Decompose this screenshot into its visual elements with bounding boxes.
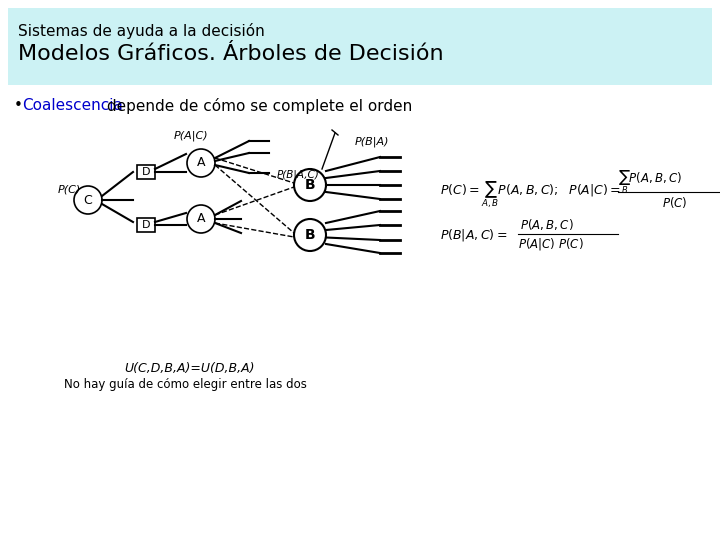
Text: P(A|C): P(A|C) — [174, 131, 208, 141]
FancyBboxPatch shape — [8, 8, 712, 85]
Text: D: D — [142, 167, 150, 177]
Text: B: B — [305, 178, 315, 192]
Text: A: A — [197, 213, 205, 226]
Bar — [137, 218, 155, 232]
Text: $\sum_B P(A,B,C)$: $\sum_B P(A,B,C)$ — [618, 168, 683, 196]
Text: Sistemas de ayuda a la decisión: Sistemas de ayuda a la decisión — [18, 23, 265, 39]
Text: $P(C)=\sum_{A,B} P(A,B,C);\ \ P(A|C)=$: $P(C)=\sum_{A,B} P(A,B,C);\ \ P(A|C)=$ — [440, 179, 621, 211]
Text: P(B|A,C): P(B|A,C) — [276, 170, 320, 180]
Text: $P(A,B,C)$: $P(A,B,C)$ — [520, 217, 574, 232]
Text: P(B|A): P(B|A) — [355, 137, 390, 147]
Text: depende de cómo se complete el orden: depende de cómo se complete el orden — [102, 98, 413, 114]
Text: D: D — [142, 220, 150, 230]
Text: $P(C)$: $P(C)$ — [662, 194, 688, 210]
Bar — [137, 165, 155, 179]
Text: •: • — [14, 98, 23, 113]
Text: Coalescencia: Coalescencia — [22, 98, 123, 113]
Text: Modelos Gráficos. Árboles de Decisión: Modelos Gráficos. Árboles de Decisión — [18, 44, 444, 64]
Text: No hay guía de cómo elegir entre las dos: No hay guía de cómo elegir entre las dos — [63, 378, 307, 391]
Text: C: C — [84, 193, 92, 206]
Text: P(C): P(C) — [58, 185, 81, 195]
Text: $P(A|C)\ P(C)$: $P(A|C)\ P(C)$ — [518, 236, 584, 252]
Text: A: A — [197, 157, 205, 170]
Text: U(C,D,B,A)=U(D,B,A): U(C,D,B,A)=U(D,B,A) — [125, 362, 256, 375]
Text: B: B — [305, 228, 315, 242]
Text: $P(B|A,C)=$: $P(B|A,C)=$ — [440, 227, 508, 243]
